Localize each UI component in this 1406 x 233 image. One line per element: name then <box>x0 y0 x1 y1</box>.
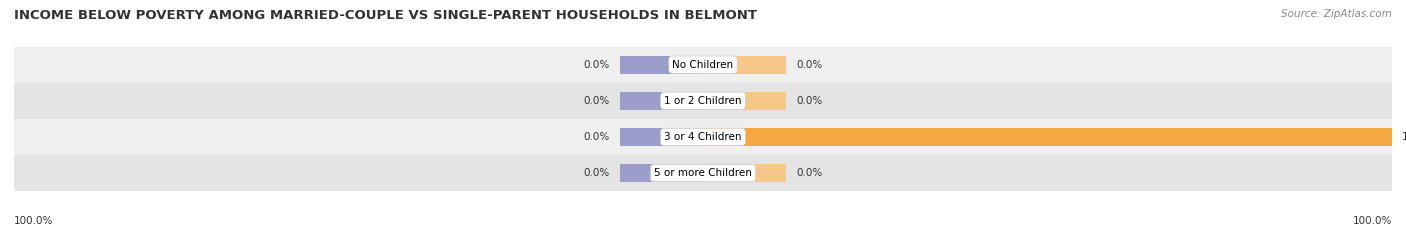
Text: 1 or 2 Children: 1 or 2 Children <box>664 96 742 106</box>
Bar <box>14 155 1392 191</box>
Bar <box>620 92 703 110</box>
Text: 100.0%: 100.0% <box>1402 132 1406 142</box>
Bar <box>703 56 786 74</box>
Bar <box>620 56 703 74</box>
Bar <box>703 128 1392 146</box>
Bar <box>14 83 1392 119</box>
Text: 0.0%: 0.0% <box>796 168 823 178</box>
Text: 100.0%: 100.0% <box>1353 216 1392 226</box>
Text: 3 or 4 Children: 3 or 4 Children <box>664 132 742 142</box>
Bar <box>14 119 1392 155</box>
Bar <box>620 128 703 146</box>
Bar <box>703 92 786 110</box>
Text: Source: ZipAtlas.com: Source: ZipAtlas.com <box>1281 9 1392 19</box>
Text: 0.0%: 0.0% <box>583 96 610 106</box>
Bar <box>620 164 703 182</box>
Text: 0.0%: 0.0% <box>796 96 823 106</box>
Text: 5 or more Children: 5 or more Children <box>654 168 752 178</box>
Text: 0.0%: 0.0% <box>583 168 610 178</box>
Text: 0.0%: 0.0% <box>583 60 610 70</box>
Text: No Children: No Children <box>672 60 734 70</box>
Text: 0.0%: 0.0% <box>796 60 823 70</box>
Text: INCOME BELOW POVERTY AMONG MARRIED-COUPLE VS SINGLE-PARENT HOUSEHOLDS IN BELMONT: INCOME BELOW POVERTY AMONG MARRIED-COUPL… <box>14 9 756 22</box>
Text: 0.0%: 0.0% <box>583 132 610 142</box>
Bar <box>14 47 1392 83</box>
Bar <box>703 164 786 182</box>
Text: 100.0%: 100.0% <box>14 216 53 226</box>
